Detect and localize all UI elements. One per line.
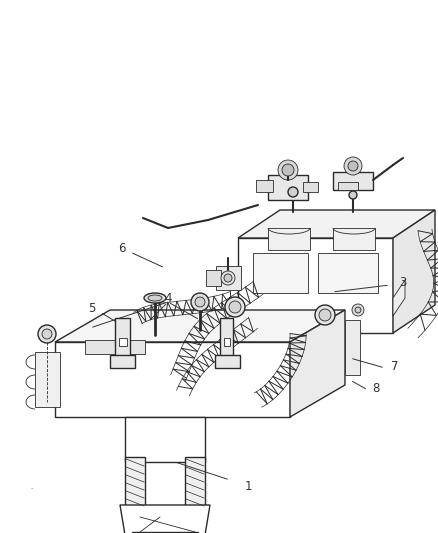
Text: ·: · [30,486,33,492]
Polygon shape [393,210,435,333]
Polygon shape [125,417,205,462]
Polygon shape [268,228,310,250]
Polygon shape [55,342,290,417]
Ellipse shape [144,293,166,303]
Polygon shape [303,182,318,192]
Polygon shape [120,505,210,533]
Circle shape [224,274,232,282]
Polygon shape [119,338,127,346]
Polygon shape [55,310,345,342]
Circle shape [288,187,298,197]
Circle shape [225,297,245,317]
Circle shape [195,297,205,307]
Circle shape [42,329,52,339]
Polygon shape [220,318,233,360]
Circle shape [282,164,294,176]
Polygon shape [224,338,230,346]
Polygon shape [338,182,358,190]
Circle shape [221,271,235,285]
Text: 8: 8 [372,382,380,394]
Circle shape [191,293,209,311]
Polygon shape [253,253,308,293]
Polygon shape [290,310,345,417]
Polygon shape [110,355,135,368]
Text: 1: 1 [244,481,252,494]
Polygon shape [333,172,373,190]
Circle shape [229,301,241,313]
Polygon shape [318,253,378,293]
Text: 6: 6 [118,241,126,254]
Polygon shape [215,355,240,368]
Text: 5: 5 [88,302,95,314]
Text: 3: 3 [399,277,407,289]
Polygon shape [185,457,205,512]
Ellipse shape [148,295,162,301]
Circle shape [352,304,364,316]
Polygon shape [238,210,435,238]
Polygon shape [268,175,308,200]
Polygon shape [393,280,405,316]
Circle shape [355,307,361,313]
Polygon shape [115,318,130,360]
Polygon shape [345,320,360,375]
Circle shape [315,305,335,325]
Circle shape [349,191,357,199]
Polygon shape [206,270,221,286]
Polygon shape [216,266,241,290]
Circle shape [38,325,56,343]
Text: 4: 4 [164,292,172,304]
Circle shape [319,309,331,321]
Polygon shape [256,180,273,192]
Polygon shape [125,457,145,512]
Polygon shape [238,238,393,333]
Polygon shape [35,352,60,407]
Polygon shape [333,228,375,250]
Text: 7: 7 [391,359,399,373]
Circle shape [344,157,362,175]
Circle shape [278,160,298,180]
Polygon shape [132,532,198,533]
Polygon shape [85,340,145,354]
Circle shape [348,161,358,171]
